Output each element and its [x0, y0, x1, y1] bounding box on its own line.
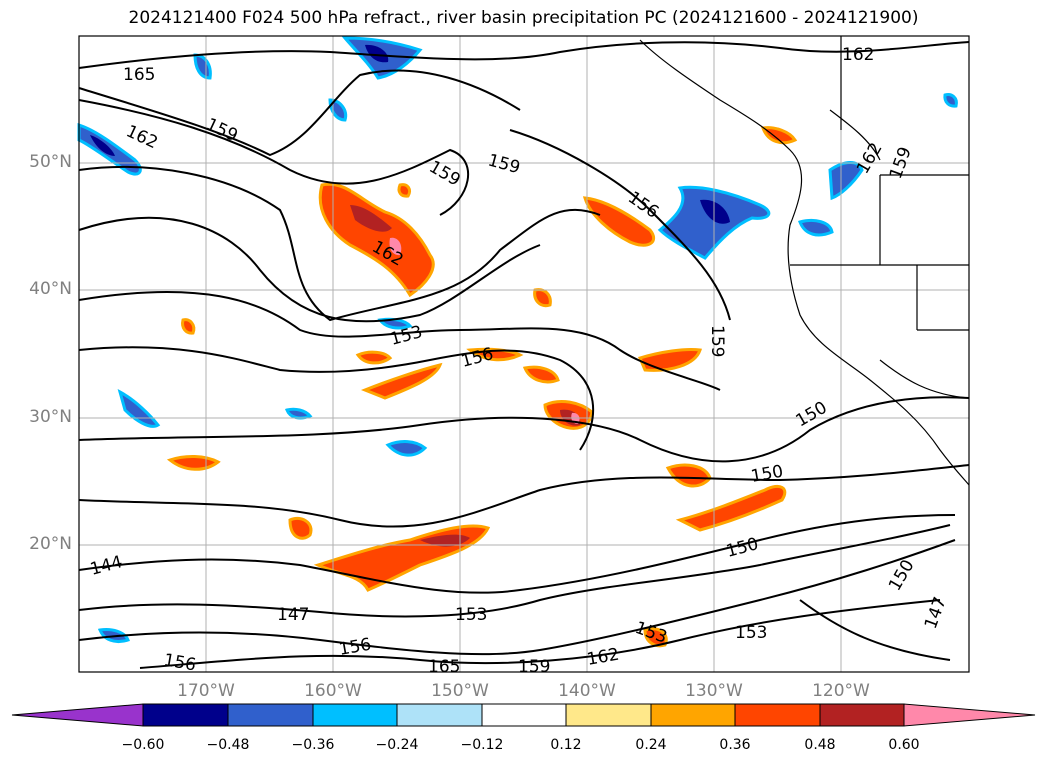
colorbar — [11, 703, 1036, 727]
contour-line — [78, 514, 956, 594]
colorbar-segment — [565, 703, 652, 727]
colorbar-segment — [734, 703, 821, 727]
colorbar-segment — [227, 703, 314, 727]
contour-label: 147 — [277, 605, 309, 625]
contour-line — [799, 599, 951, 661]
contour-label: 165 — [428, 657, 460, 677]
precip-core — [350, 205, 392, 232]
contour-line — [78, 346, 594, 451]
contour-line — [78, 165, 601, 322]
precip-blob — [643, 627, 668, 648]
precip-blob — [360, 362, 443, 400]
contour-line — [78, 99, 469, 216]
precip-blob — [522, 365, 560, 384]
colorbar-tick: 0.12 — [550, 737, 582, 753]
colorbar-tick: 0.48 — [804, 737, 836, 753]
contour-line — [78, 41, 970, 69]
precip-blob — [533, 288, 552, 308]
lon-label-170w: 170°W — [177, 681, 235, 701]
precip-blob — [797, 218, 834, 237]
lat-label-30n: 30°N — [29, 407, 72, 427]
precip-blob — [193, 53, 212, 80]
precip-blob — [675, 484, 787, 532]
contour-line — [78, 464, 970, 528]
colorbar-segment — [650, 703, 736, 727]
precip-core — [700, 199, 730, 224]
colorbar-segment — [396, 703, 483, 727]
colorbar-tick: 0.60 — [888, 737, 920, 753]
colorbar-segment — [481, 703, 567, 727]
contour-line — [78, 396, 970, 463]
precip-core — [365, 44, 389, 63]
colorbar-segment — [142, 703, 229, 727]
contour-label: 159 — [518, 657, 550, 677]
precip-blob — [828, 161, 864, 201]
precip-blob — [397, 183, 412, 198]
precip-blob — [318, 182, 435, 298]
colorbar-tick: −0.60 — [121, 737, 165, 753]
precip-blob — [637, 348, 702, 372]
colorbar-tick: −0.12 — [460, 737, 504, 753]
precip-blob — [943, 93, 958, 108]
map-title: 2024121400 F024 500 hPa refract., river … — [128, 8, 919, 28]
contour-label: 165 — [123, 65, 155, 85]
contour-line — [78, 524, 951, 618]
plot-frame — [78, 35, 970, 673]
colorbar-tick: −0.36 — [291, 737, 335, 753]
colorbar-tick: 0.24 — [635, 737, 667, 753]
precip-peak — [389, 237, 402, 256]
precip-strong-negative-layer — [90, 44, 730, 224]
lat-label-20n: 20°N — [29, 534, 72, 554]
plot-area — [79, 36, 969, 672]
contour-line — [509, 129, 731, 321]
contour-label: 153 — [455, 605, 487, 625]
contour-label: 162 — [842, 45, 874, 65]
precip-blob — [760, 126, 798, 145]
contour-label: 159 — [707, 325, 727, 357]
contour-line — [78, 291, 721, 391]
colorbar-tick: 0.36 — [719, 737, 751, 753]
lon-label-160w: 160°W — [304, 681, 362, 701]
colorbar-segment — [312, 703, 398, 727]
lat-label-50n: 50°N — [29, 152, 72, 172]
precip-blob — [582, 196, 656, 247]
lon-label-140w: 140°W — [558, 681, 616, 701]
precip-blob — [181, 318, 196, 335]
precip-core — [90, 135, 115, 156]
contour-line — [78, 216, 541, 323]
contour-line — [78, 69, 521, 157]
colorbar-extend-low — [11, 703, 144, 727]
colorbar-tick: −0.24 — [375, 737, 419, 753]
precip-blob — [328, 98, 348, 122]
refractivity-contours — [78, 41, 970, 669]
precip-core — [420, 534, 470, 547]
lon-label-120w: 120°W — [812, 681, 870, 701]
precip-blob — [385, 440, 428, 457]
precip-blob — [285, 407, 313, 420]
lat-label-40n: 40°N — [29, 279, 72, 299]
colorbar-extend-high — [903, 703, 1036, 727]
lon-label-130w: 130°W — [685, 681, 743, 701]
precip-blob — [288, 516, 313, 540]
colorbar-segment — [819, 703, 905, 727]
lon-label-150w: 150°W — [431, 681, 489, 701]
contour-line — [139, 599, 941, 669]
contour-label: 153 — [735, 623, 767, 643]
colorbar-tick: −0.48 — [206, 737, 250, 753]
contour-line — [78, 539, 956, 656]
precip-blob — [355, 350, 393, 365]
